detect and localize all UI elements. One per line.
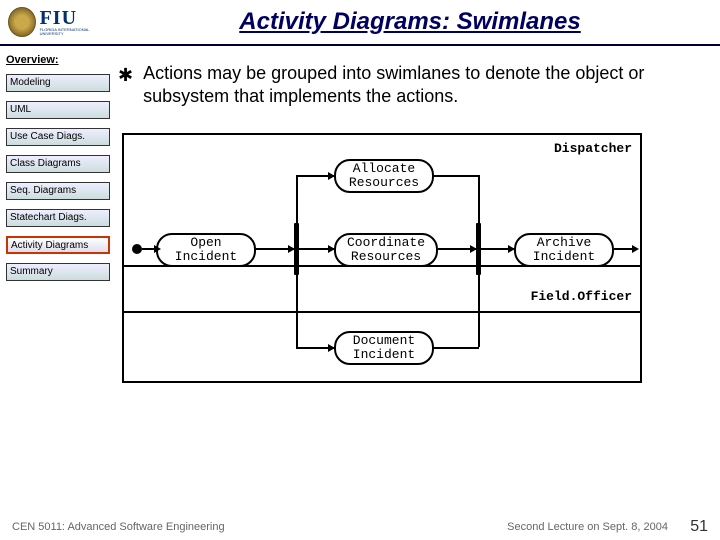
content-area: ✱ Actions may be grouped into swimlanes … [118,46,720,514]
footer-left: CEN 5011: Advanced Software Engineering [12,521,340,533]
arrow-icon [508,245,515,253]
footer-mid: Second Lecture on Sept. 8, 2004 [340,521,668,533]
sidebar-item-statechart[interactable]: Statechart Diags. [6,209,110,227]
sidebar-item-usecase[interactable]: Use Case Diags. [6,128,110,146]
slide-header: FIU FLORIDA INTERNATIONAL UNIVERSITY Act… [0,0,720,46]
swimlane-diagram: Dispatcher Field.Officer Allocate Resour… [122,133,642,383]
bullet-text: Actions may be grouped into swimlanes to… [143,62,700,107]
edge [614,248,634,250]
slide-body: Overview: Modeling UML Use Case Diags. C… [0,46,720,514]
logo: FIU FLORIDA INTERNATIONAL UNIVERSITY [8,4,108,40]
bullet-icon: ✱ [118,66,133,84]
edge [434,175,479,177]
arrow-icon [154,245,161,253]
slide-title: Activity Diagrams: Swimlanes [108,8,712,36]
lane-separator [124,311,640,313]
edge [296,175,298,223]
arrow-icon [328,344,335,352]
sidebar-item-activity[interactable]: Activity Diagrams [6,236,110,254]
sidebar: Overview: Modeling UML Use Case Diags. C… [0,46,118,514]
sidebar-item-class[interactable]: Class Diagrams [6,155,110,173]
activity-allocate: Allocate Resources [334,159,434,193]
sidebar-item-seq[interactable]: Seq. Diagrams [6,182,110,200]
arrow-icon [470,245,477,253]
activity-archive: Archive Incident [514,233,614,267]
arrow-icon [328,245,335,253]
sidebar-item-uml[interactable]: UML [6,101,110,119]
start-node-icon [132,244,142,254]
sidebar-heading: Overview: [6,54,112,66]
slide-footer: CEN 5011: Advanced Software Engineering … [0,514,720,540]
activity-open: Open Incident [156,233,256,267]
sidebar-item-modeling[interactable]: Modeling [6,74,110,92]
bullet-row: ✱ Actions may be grouped into swimlanes … [118,62,700,107]
lane-label-dispatcher: Dispatcher [554,141,632,156]
logo-sub: FLORIDA INTERNATIONAL UNIVERSITY [40,28,108,36]
activity-coordinate: Coordinate Resources [334,233,438,267]
edge [478,275,480,347]
edge [478,175,480,223]
logo-seal-icon [8,7,36,37]
sidebar-item-summary[interactable]: Summary [6,263,110,281]
edge [434,347,479,349]
logo-text: FIU FLORIDA INTERNATIONAL UNIVERSITY [40,8,108,36]
arrow-icon [632,245,639,253]
logo-main: FIU [40,8,108,28]
arrow-icon [328,172,335,180]
page-number: 51 [668,518,708,536]
lane-label-fieldofficer: Field.Officer [531,289,632,304]
activity-document: Document Incident [334,331,434,365]
edge [296,275,298,347]
arrow-icon [288,245,295,253]
